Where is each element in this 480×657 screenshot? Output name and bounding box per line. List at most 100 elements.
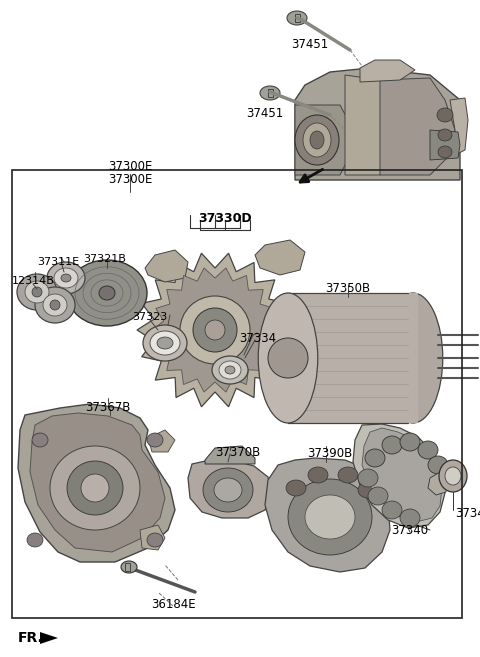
Ellipse shape	[193, 308, 237, 352]
Ellipse shape	[445, 467, 461, 485]
Ellipse shape	[214, 478, 242, 502]
Ellipse shape	[157, 337, 173, 349]
Polygon shape	[148, 430, 175, 452]
Polygon shape	[152, 268, 278, 392]
Ellipse shape	[143, 325, 187, 361]
Text: 37451: 37451	[246, 107, 284, 120]
Ellipse shape	[180, 296, 250, 364]
Ellipse shape	[303, 123, 331, 157]
Ellipse shape	[54, 268, 78, 288]
Polygon shape	[295, 105, 350, 175]
Ellipse shape	[439, 460, 467, 492]
Ellipse shape	[50, 300, 60, 310]
Ellipse shape	[32, 433, 48, 447]
Ellipse shape	[400, 433, 420, 451]
Ellipse shape	[203, 468, 253, 512]
Text: 37300E: 37300E	[108, 160, 152, 173]
Polygon shape	[353, 424, 445, 528]
Text: 37311E: 37311E	[37, 257, 79, 267]
Ellipse shape	[150, 331, 180, 355]
Polygon shape	[430, 130, 460, 160]
Polygon shape	[265, 458, 390, 572]
Ellipse shape	[17, 274, 57, 310]
Ellipse shape	[61, 274, 71, 282]
Bar	[288, 293, 418, 423]
Ellipse shape	[288, 479, 372, 555]
Polygon shape	[450, 98, 468, 155]
Ellipse shape	[308, 467, 328, 483]
Ellipse shape	[438, 129, 452, 141]
Ellipse shape	[81, 474, 109, 502]
Bar	[12, 170, 462, 618]
Polygon shape	[18, 404, 175, 562]
Polygon shape	[428, 472, 448, 495]
Polygon shape	[188, 460, 272, 518]
Ellipse shape	[382, 501, 402, 519]
Ellipse shape	[368, 487, 388, 505]
Ellipse shape	[382, 436, 402, 454]
Ellipse shape	[225, 366, 235, 374]
Ellipse shape	[286, 480, 306, 496]
Polygon shape	[295, 68, 460, 180]
Ellipse shape	[260, 86, 280, 100]
Ellipse shape	[428, 456, 448, 474]
Ellipse shape	[47, 262, 85, 294]
Polygon shape	[360, 60, 415, 82]
Bar	[125, 563, 130, 571]
Polygon shape	[205, 446, 255, 464]
Text: 37334: 37334	[240, 332, 276, 345]
Text: 37342: 37342	[455, 507, 480, 520]
Ellipse shape	[32, 287, 42, 297]
Text: 12314B: 12314B	[12, 276, 54, 286]
Text: 37340: 37340	[391, 524, 429, 537]
Ellipse shape	[358, 469, 378, 487]
Polygon shape	[40, 632, 58, 644]
Text: 37367B: 37367B	[85, 401, 131, 414]
Polygon shape	[145, 250, 188, 282]
Ellipse shape	[43, 294, 67, 316]
Ellipse shape	[35, 287, 75, 323]
Ellipse shape	[205, 320, 225, 340]
Ellipse shape	[358, 482, 378, 498]
Text: 37321B: 37321B	[84, 254, 126, 264]
Ellipse shape	[219, 361, 241, 379]
Ellipse shape	[310, 131, 324, 149]
Ellipse shape	[67, 260, 147, 326]
Ellipse shape	[25, 281, 49, 303]
Polygon shape	[380, 78, 455, 175]
Bar	[295, 14, 300, 22]
Ellipse shape	[147, 433, 163, 447]
Polygon shape	[140, 525, 165, 550]
Ellipse shape	[437, 108, 453, 122]
Ellipse shape	[418, 441, 438, 459]
Ellipse shape	[67, 461, 123, 515]
Ellipse shape	[212, 356, 248, 384]
Text: 37300E: 37300E	[108, 173, 152, 186]
Polygon shape	[137, 253, 293, 407]
Ellipse shape	[365, 449, 385, 467]
Ellipse shape	[287, 11, 307, 25]
Ellipse shape	[338, 467, 358, 483]
Ellipse shape	[268, 338, 308, 378]
Text: 37330D: 37330D	[198, 212, 252, 225]
Ellipse shape	[383, 293, 443, 423]
Text: FR.: FR.	[18, 631, 44, 645]
Text: 37370B: 37370B	[216, 446, 261, 459]
Text: 37323: 37323	[132, 312, 168, 322]
Ellipse shape	[50, 446, 140, 530]
Polygon shape	[345, 75, 395, 175]
Ellipse shape	[295, 115, 339, 165]
Polygon shape	[30, 413, 165, 552]
Text: 37350B: 37350B	[325, 282, 371, 295]
Ellipse shape	[258, 293, 318, 423]
Ellipse shape	[305, 495, 355, 539]
Ellipse shape	[99, 286, 115, 300]
Text: 37451: 37451	[291, 38, 329, 51]
Ellipse shape	[400, 509, 420, 527]
Ellipse shape	[147, 533, 163, 547]
Polygon shape	[362, 428, 442, 522]
Polygon shape	[255, 240, 305, 275]
Bar	[268, 89, 273, 97]
Ellipse shape	[121, 561, 137, 573]
Ellipse shape	[438, 146, 452, 158]
